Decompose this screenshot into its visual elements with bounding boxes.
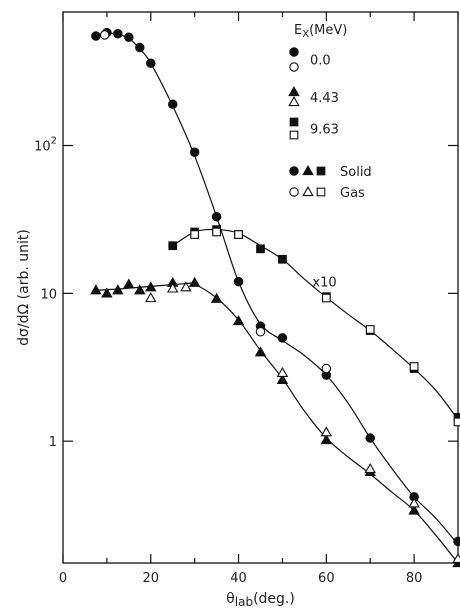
point-circle-solid — [365, 433, 375, 443]
point-square-solid — [168, 241, 178, 251]
scale-annotation: x10 — [312, 276, 336, 291]
point-circle-solid — [167, 99, 178, 110]
y-tick-label: 10 — [40, 287, 57, 302]
legend-marker-circle-gas — [289, 62, 299, 72]
point-triangle-gas — [166, 282, 179, 293]
point-triangle-solid — [276, 373, 289, 384]
point-square-solid — [278, 254, 287, 264]
legend-marker-triangle-gas — [288, 96, 300, 107]
legend-marker-square-solid — [289, 117, 299, 127]
legend-fill-label: Gas — [340, 186, 365, 201]
point-circle-solid — [211, 211, 222, 222]
point-triangle-solid — [320, 434, 333, 445]
point-triangle-solid — [408, 504, 420, 515]
point-circle-solid — [189, 147, 200, 158]
point-square-gas — [321, 293, 331, 303]
legend-label: 4.43 — [310, 91, 339, 106]
axis-labels: 0 20 40 60 80 1 10 102 θlab(deg.) dσ/dΩ (arb. uni… — [16, 136, 422, 609]
legend-title: EX(MeV) — [294, 23, 347, 40]
x-tick-label: 60 — [318, 571, 335, 586]
x-tick-label: 40 — [230, 571, 247, 586]
y-tick-label: 1 — [49, 435, 57, 450]
point-triangle-solid — [254, 346, 267, 357]
point-circle-solid — [124, 32, 134, 42]
point-triangle-solid — [90, 284, 102, 295]
legend-label: 9.63 — [310, 123, 339, 138]
y-tick-label: 102 — [34, 136, 57, 155]
point-square-gas — [365, 325, 375, 334]
point-circle-solid — [135, 42, 145, 53]
point-triangle-gas — [408, 497, 420, 508]
x-axis-title: θlab(deg.) — [226, 591, 295, 609]
point-circle-solid — [453, 536, 460, 547]
point-triangle-gas — [452, 552, 460, 564]
point-circle-solid — [233, 276, 244, 287]
point-triangle-solid — [134, 284, 146, 295]
fit-curve-triangle — [95, 282, 459, 564]
point-triangle-gas — [145, 292, 157, 303]
legend-fill-triangle — [302, 186, 314, 197]
point-triangle-solid — [188, 276, 201, 287]
point-square-gas — [453, 417, 460, 427]
point-square-solid — [256, 244, 265, 254]
y-axis-title: dσ/dΩ (arb. unit) — [16, 229, 32, 346]
point-triangle-solid — [232, 315, 245, 326]
axis-ticks — [62, 12, 459, 563]
point-circle-gas — [321, 363, 332, 374]
legend-fill-triangle — [302, 165, 314, 176]
point-circle-solid — [113, 29, 123, 39]
point-triangle-solid — [123, 278, 135, 289]
point-triangle-gas — [276, 366, 289, 377]
fit-curve-square — [172, 228, 459, 420]
point-square-gas — [212, 227, 221, 237]
legend-fill-circle — [289, 166, 299, 176]
data-points — [90, 27, 460, 568]
point-square-gas — [409, 362, 419, 371]
point-triangle-gas — [180, 281, 192, 292]
point-triangle-gas — [364, 462, 376, 474]
legend-label: 0.0 — [310, 54, 331, 69]
legend-fill-square — [316, 187, 326, 197]
point-triangle-solid — [145, 281, 157, 292]
x-tick-label: 20 — [143, 571, 160, 586]
point-circle-solid — [277, 333, 288, 343]
legend-fill-circle — [289, 187, 299, 197]
point-circle-gas — [255, 326, 266, 337]
point-triangle-solid — [112, 284, 124, 295]
legend-marker-triangle-solid — [288, 86, 300, 97]
x-tick-label: 80 — [406, 571, 423, 586]
point-triangle-gas — [320, 426, 333, 437]
x-tick-label: 0 — [59, 571, 67, 586]
point-triangle-solid — [210, 292, 223, 303]
point-circle-solid — [91, 31, 101, 41]
legend-fill-square — [316, 166, 326, 176]
point-circle-solid — [146, 58, 156, 69]
point-circle-gas — [99, 30, 110, 40]
legend-marker-square-gas — [289, 130, 299, 140]
point-square-gas — [234, 230, 243, 239]
plot-frame — [62, 11, 459, 564]
point-triangle-solid — [101, 287, 113, 298]
point-square-gas — [190, 230, 200, 239]
legend: EX(MeV) 0.0 4.43 9.63 Solid Gas — [288, 23, 372, 201]
legend-fill-label: Solid — [340, 165, 372, 180]
legend-marker-circle-solid — [289, 47, 299, 57]
